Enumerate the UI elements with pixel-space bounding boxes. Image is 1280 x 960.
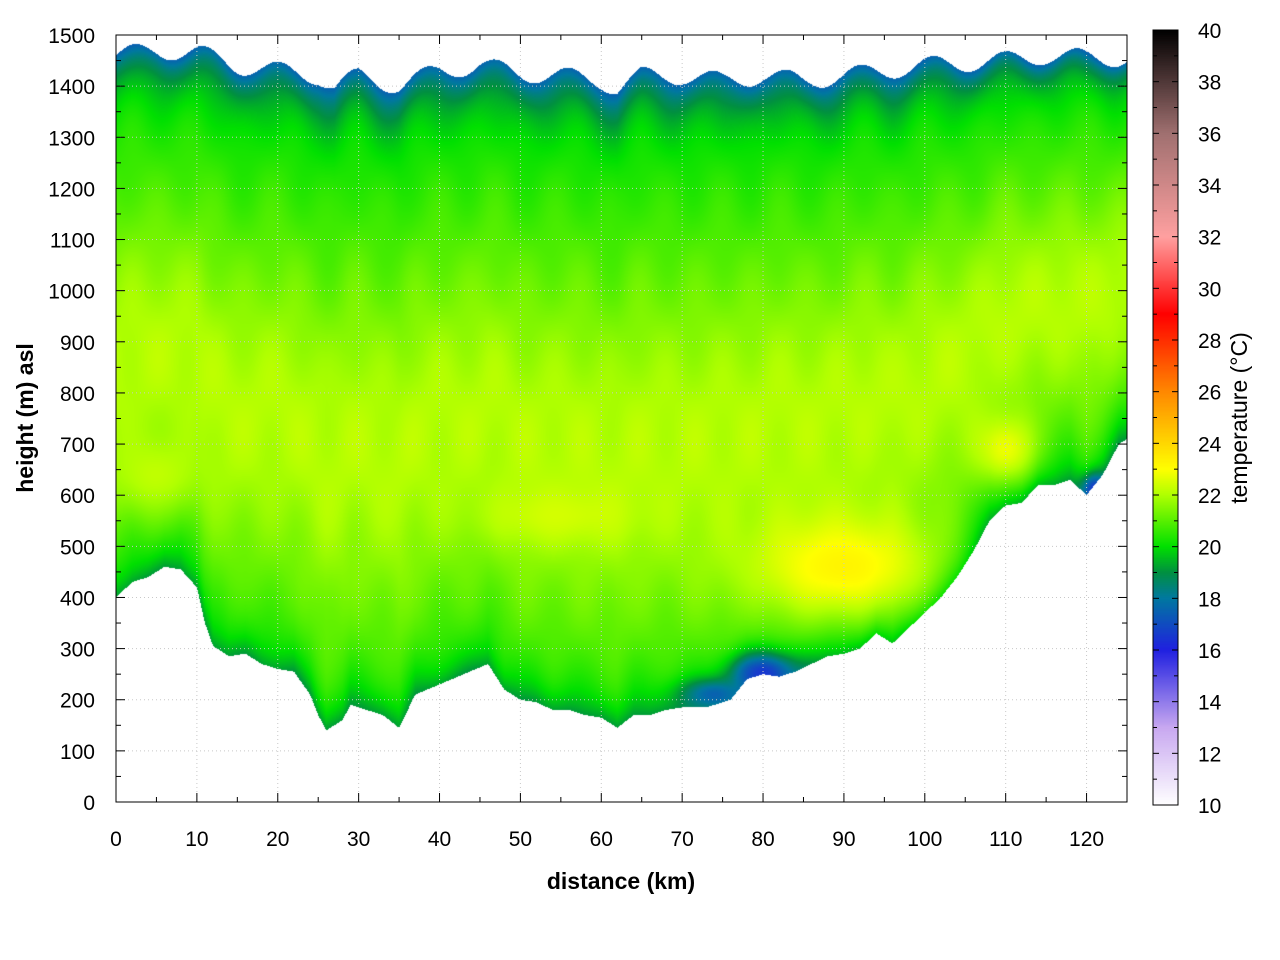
colorbar-tick-label: 38	[1198, 72, 1221, 95]
y-tick-label: 500	[60, 536, 95, 559]
colorbar-tick-label: 12	[1198, 743, 1221, 766]
colorbar-tick-label: 18	[1198, 588, 1221, 611]
x-tick-label: 90	[832, 828, 855, 851]
x-axis-title: distance (km)	[547, 868, 695, 894]
colorbar-tick-label: 14	[1198, 692, 1222, 715]
y-tick-label: 0	[83, 792, 95, 815]
y-tick-label: 300	[60, 639, 95, 662]
colorbar-tick-label: 32	[1198, 227, 1221, 250]
x-tick-label: 100	[907, 828, 942, 851]
colorbar-tick-label: 36	[1198, 123, 1221, 146]
x-tick-label: 120	[1069, 828, 1104, 851]
y-tick-label: 900	[60, 332, 95, 355]
x-tick-label: 80	[751, 828, 774, 851]
y-tick-label: 100	[60, 741, 95, 764]
temperature-heatmap	[116, 35, 1127, 802]
x-tick-label: 70	[670, 828, 693, 851]
y-axis: 0 100 200 300 400 500 600 700 800 900 1000 1100 1200…	[48, 25, 1127, 815]
y-tick-label: 200	[60, 690, 95, 713]
colorbar-tick-label: 10	[1198, 795, 1221, 818]
colorbar-tick-label: 16	[1198, 640, 1221, 663]
y-tick-label: 400	[60, 587, 95, 610]
colorbar-tick-label: 22	[1198, 485, 1221, 508]
y-tick-label: 1000	[48, 281, 95, 304]
x-tick-label: 50	[509, 828, 532, 851]
x-axis: 0 10 20 30 40 50 60 70 80 90 100 110 120	[110, 35, 1104, 851]
x-tick-label: 0	[110, 828, 122, 851]
y-tick-label: 800	[60, 383, 95, 406]
colorbar-ticks: 10 12 14 16 18 20 22 24 26 28 30 32 34 36 38 40	[1153, 20, 1222, 818]
colorbar-tick-label: 26	[1198, 382, 1221, 405]
y-tick-label: 700	[60, 434, 95, 457]
x-tick-label: 60	[590, 828, 613, 851]
y-tick-label: 600	[60, 485, 95, 508]
colorbar-tick-label: 24	[1198, 433, 1222, 456]
x-tick-label: 110	[989, 828, 1022, 851]
y-tick-label: 1100	[50, 230, 95, 253]
colorbar-tick-label: 28	[1198, 330, 1221, 353]
colorbar-tick-label: 40	[1198, 20, 1221, 43]
colorbar-tick-label: 34	[1198, 175, 1222, 198]
y-tick-label: 1500	[48, 25, 95, 48]
colorbar: 10 12 14 16 18 20 22 24 26 28 30 32 34 36 38 40	[1152, 20, 1222, 818]
y-tick-label: 1200	[48, 178, 95, 201]
x-tick-label: 10	[185, 828, 208, 851]
colorbar-tick-label: 30	[1198, 278, 1221, 301]
x-tick-label: 20	[266, 828, 289, 851]
colorbar-gradient	[1153, 30, 1178, 805]
x-tick-label: 30	[347, 828, 370, 851]
y-axis-title: height (m) asl	[12, 343, 38, 493]
y-tick-label: 1400	[48, 76, 95, 99]
y-tick-label: 1300	[48, 127, 95, 150]
colorbar-title: temperature (°C)	[1226, 332, 1252, 504]
plot-area: 0 10 20 30 40 50 60 70 80 90 100 110 120 0 100 200 300 4…	[48, 25, 1128, 851]
x-tick-label: 40	[428, 828, 451, 851]
colorbar-tick-label: 20	[1198, 537, 1221, 560]
